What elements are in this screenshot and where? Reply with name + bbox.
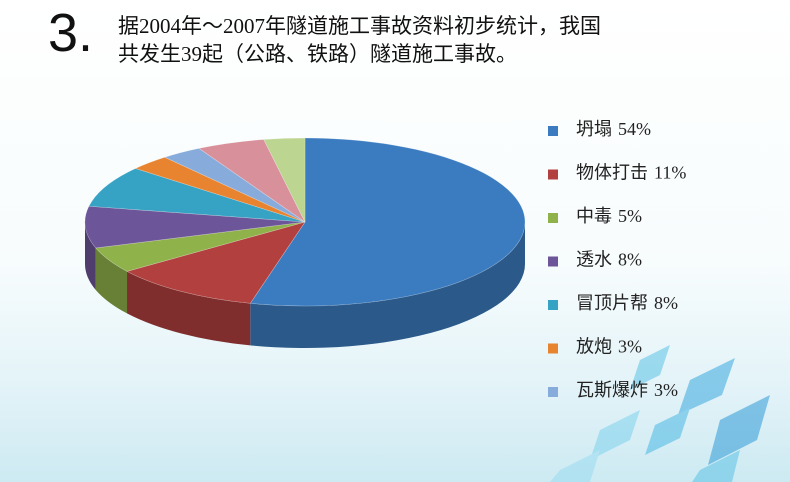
legend-label: 中毒 5%: [576, 206, 642, 226]
pie-slice: [249, 137, 526, 307]
decoration: [550, 345, 770, 482]
legend-value: 54%: [618, 119, 651, 139]
legend-name: 坍塌: [576, 119, 612, 139]
pie-slice: [126, 221, 306, 304]
legend-swatch: [548, 343, 558, 354]
legend-value: 5%: [618, 206, 642, 226]
pie-sides: [85, 222, 526, 349]
slice-side: [250, 222, 526, 349]
legend-label: 物体打击 11%: [576, 163, 686, 183]
pie-slice: [134, 156, 306, 223]
legend-name: 冒顶片帮: [576, 293, 648, 313]
legend-swatch: [548, 126, 558, 136]
legend-label: 瓦斯爆炸 3%: [576, 380, 678, 400]
legend-value: 3%: [618, 337, 642, 357]
legend-name: 透水: [576, 250, 612, 270]
pie-slice: [263, 137, 306, 223]
legend-name: 放炮: [576, 337, 612, 357]
pie-slice: [84, 205, 306, 249]
title-number: 3.: [48, 3, 94, 63]
legend-label: 透水 8%: [576, 250, 642, 270]
legend-name: 瓦斯爆炸: [576, 380, 648, 400]
slice-side: [127, 271, 251, 346]
legend-value: 3%: [654, 380, 678, 400]
legend-swatch: [548, 256, 558, 267]
legend-name: 中毒: [576, 206, 612, 226]
legend-value: 11%: [654, 163, 686, 183]
legend-name: 物体打击: [576, 163, 648, 183]
pie-slice: [198, 139, 306, 223]
legend-value: 8%: [654, 293, 678, 313]
slice-side: [85, 222, 96, 290]
legend-label: 冒顶片帮 8%: [576, 293, 678, 313]
legend-swatch: [548, 169, 558, 180]
legend-label: 放炮 3%: [576, 337, 642, 357]
pie-slice: [95, 221, 306, 272]
legend-swatch: [548, 300, 558, 310]
legend-swatch: [548, 213, 558, 223]
title-line: 据2004年～2007年隧道施工事故资料初步统计，我国: [118, 14, 601, 38]
pie-slice: [88, 168, 306, 223]
pie-slice: [163, 148, 306, 223]
title-line: 共发生39起（公路、铁路）隧道施工事故。: [118, 42, 517, 66]
legend-value: 8%: [618, 250, 642, 270]
legend-label: 坍塌 54%: [576, 119, 651, 139]
legend-swatch: [548, 387, 558, 397]
slice-side: [95, 247, 128, 314]
